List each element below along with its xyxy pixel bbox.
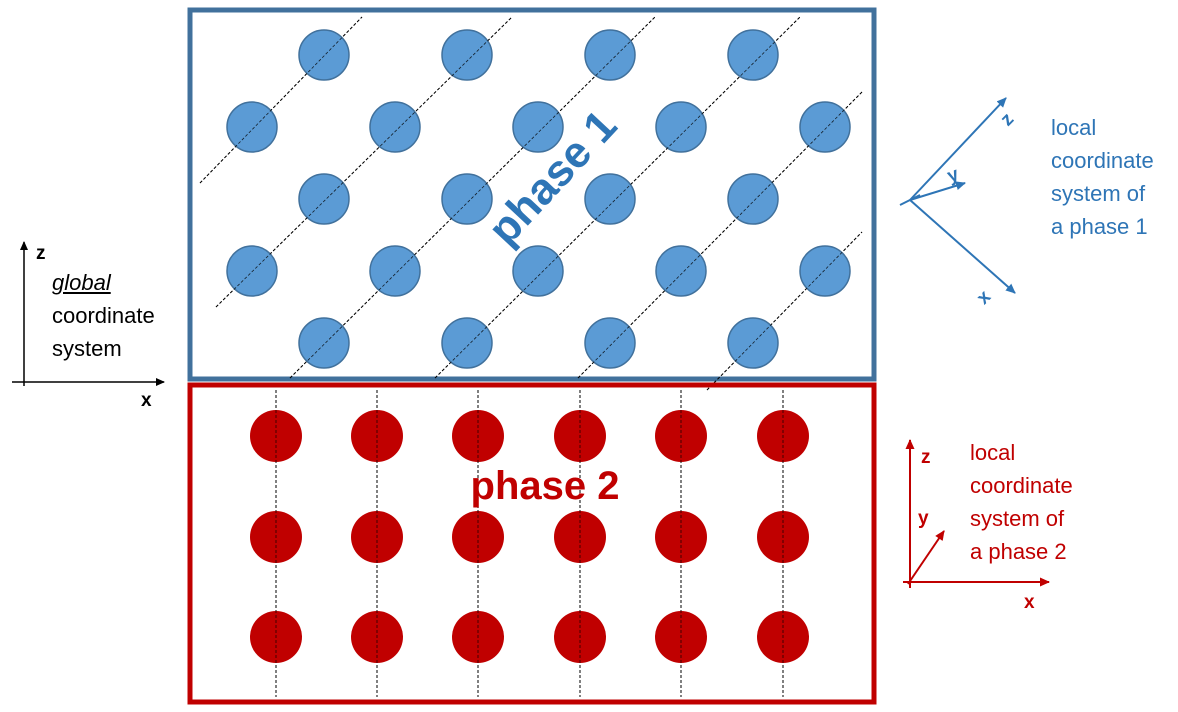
global-axes [12,241,165,386]
phase2-caption-line: system of [970,506,1065,531]
phase2-title: phase 2 [470,464,620,508]
global-caption-line: coordinate [52,303,155,328]
global-z-label: z [36,243,46,264]
phase1-particle [584,173,636,225]
phase1-caption-line: system of [1051,181,1146,206]
phase1-lattice-line-overlay [215,16,513,308]
phase1-particle [441,29,493,81]
phase1-caption-line: coordinate [1051,148,1154,173]
phase1-local-x-axis [909,199,1016,294]
phase1-caption-line: local [1051,115,1097,140]
phase1-local-axes [899,97,1016,294]
phase1-particle [226,245,278,297]
phase1-particle [226,101,278,153]
phase1-particle [727,173,779,225]
phase2-local-y-axis [907,530,945,585]
phase1-particle [727,29,779,81]
global-caption-line: system [52,336,122,361]
phase1-particle [655,101,707,153]
phase2-local-axes [903,439,1050,588]
phase1-particle [441,317,493,369]
phase1-particle [441,173,493,225]
phase2-caption-line: coordinate [970,473,1073,498]
phase2-local-z-label: z [921,447,931,468]
phase1-particle [655,245,707,297]
phase1-particle [369,245,421,297]
phase1-particles [199,16,863,391]
global-caption: global coordinate system [52,266,155,365]
phase1-particle [298,173,350,225]
phase2-local-x-label: x [1024,592,1035,613]
phase1-particle [512,245,564,297]
phase2-local-y-label: y [918,508,929,529]
phase2-frame [187,382,877,705]
phase1-lattice-line-overlay [706,231,863,391]
phase1-particle [799,245,851,297]
phase1-lattice-line-overlay [199,16,363,184]
phase1-local-z-axis [909,97,1007,201]
phase1-local-y-axis [909,181,966,201]
phase1-particle [584,29,636,81]
global-caption-emphasis: global [52,270,111,295]
phase1-particle [799,101,851,153]
phase1-lattice-line-overlay [577,91,863,379]
phase1-particle [512,101,564,153]
phase1-caption: local coordinate system of a phase 1 [1051,111,1154,243]
phase1-particle [298,29,350,81]
phase1-caption-line: a phase 1 [1051,214,1148,239]
phase1-local-origin-tick [899,194,921,206]
phase1-particle [369,101,421,153]
phase1-lattice-line-overlay [434,16,801,379]
phase2-caption-line: local [970,440,1016,465]
global-x-label: x [141,390,152,411]
phase2-caption: local coordinate system of a phase 2 [970,436,1073,568]
phase1-particle [584,317,636,369]
phase2-caption-line: a phase 2 [970,539,1067,564]
phase1-lattice-line-overlay [289,16,656,379]
phase1-particle [298,317,350,369]
phase2-particles [250,390,809,697]
phase1-frame [187,7,877,382]
